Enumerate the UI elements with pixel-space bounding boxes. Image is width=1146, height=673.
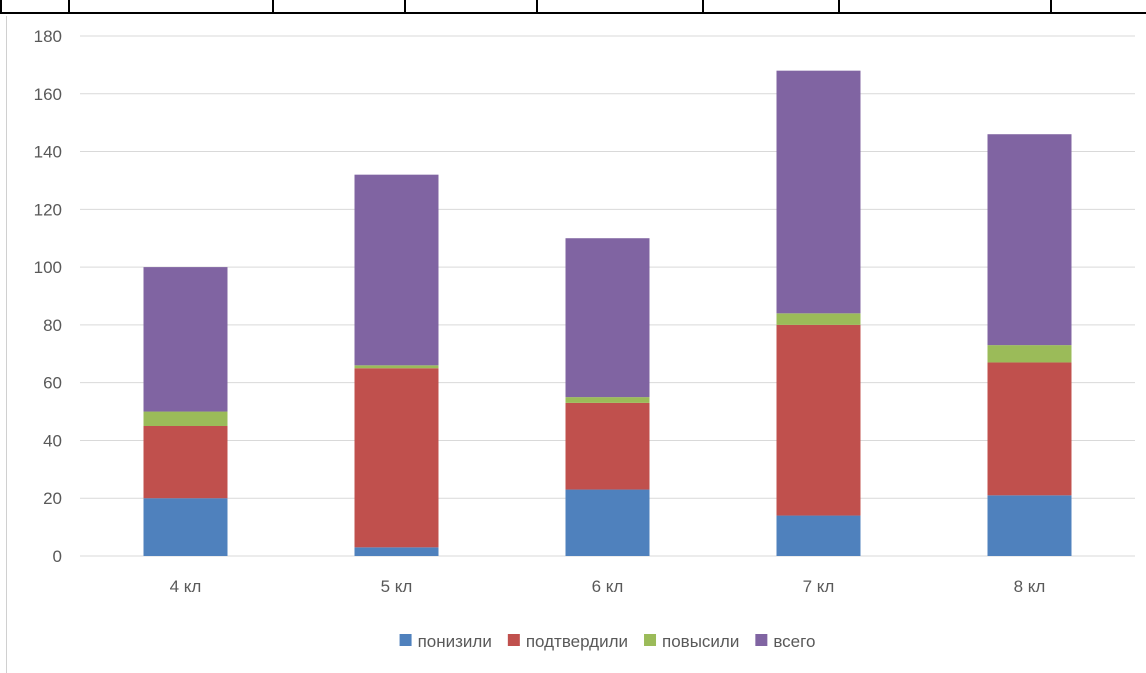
bar-segment-4 (354, 174, 439, 366)
y-tick-label: 100 (34, 258, 62, 277)
legend-label: понизили (418, 632, 492, 651)
y-tick-label: 60 (43, 374, 62, 393)
legend-label: всего (773, 632, 815, 651)
bar-segment-2 (987, 362, 1072, 496)
bar-segment-3 (143, 411, 228, 426)
x-tick-label: 8 кл (1014, 577, 1046, 596)
y-tick-label: 160 (34, 85, 62, 104)
table-cell-divider (272, 0, 274, 14)
bar-segment-2 (565, 402, 650, 490)
x-tick-label: 7 кл (803, 577, 835, 596)
legend-label: повысили (662, 632, 739, 651)
chart-frame-border (6, 16, 7, 673)
legend-label: подтвердили (526, 632, 628, 651)
table-cell-divider (838, 0, 840, 14)
bar-segment-3 (987, 345, 1072, 363)
legend-swatch (755, 634, 768, 646)
x-tick-label: 5 кл (381, 577, 413, 596)
y-tick-label: 40 (43, 431, 62, 450)
bar-segment-1 (565, 489, 650, 556)
table-cell-divider (1050, 0, 1052, 14)
bar-segment-4 (565, 238, 650, 398)
bar-segment-2 (354, 368, 439, 548)
bar-segment-1 (143, 498, 228, 556)
table-border-strip (0, 0, 1146, 14)
y-tick-label: 140 (34, 143, 62, 162)
legend-swatch (399, 634, 412, 646)
x-tick-label: 4 кл (170, 577, 202, 596)
bar-segment-4 (987, 134, 1072, 346)
bar-segment-4 (776, 70, 861, 314)
bar-segment-2 (143, 426, 228, 499)
y-tick-label: 120 (34, 200, 62, 219)
table-cell-divider (68, 0, 70, 14)
bar-segment-1 (987, 495, 1072, 556)
bar-segment-3 (354, 365, 439, 369)
y-tick-label: 80 (43, 316, 62, 335)
bar-segment-1 (776, 515, 861, 556)
x-tick-label: 6 кл (592, 577, 624, 596)
legend-swatch (507, 634, 520, 646)
bar-segment-3 (565, 397, 650, 403)
y-tick-label: 180 (34, 27, 62, 46)
bar-segment-1 (354, 547, 439, 556)
bar-segment-3 (776, 313, 861, 325)
table-cell-divider (536, 0, 538, 14)
bar-segment-4 (143, 267, 228, 412)
y-tick-label: 20 (43, 489, 62, 508)
y-tick-label: 0 (53, 547, 62, 566)
table-cell-divider (702, 0, 704, 14)
bar-segment-2 (776, 324, 861, 516)
table-cell-divider (404, 0, 406, 14)
legend-swatch (644, 634, 657, 646)
table-cell-divider (0, 0, 2, 14)
